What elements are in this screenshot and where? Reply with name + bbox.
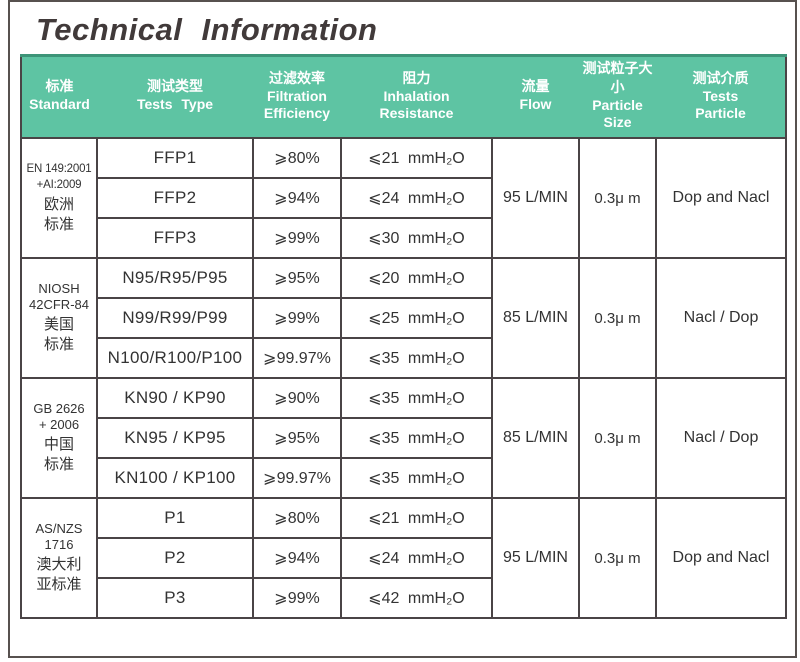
table-row: N100/R100/P100 ⩾99.97% ⩽35 mmH₂O (21, 337, 786, 379)
standard-name-cn: 澳大利 亚标准 (36, 556, 82, 593)
header-standard: 标准 Standard (21, 54, 97, 138)
table-row: GB 2626 + 2006 中国 标准 KN90 / KP90 ⩾90% ⩽3… (20, 377, 787, 499)
resistance-cell: ⩽21 mmH₂O (340, 497, 493, 539)
resistance-cell: ⩽20 mmH₂O (340, 257, 493, 299)
standard-name-cn: 美国 标准 (43, 316, 74, 353)
standard-cell: AS/NZS 1716 澳大利 亚标准 (20, 497, 98, 619)
efficiency-cell: ⩾99.97% (252, 337, 342, 379)
efficiency-cell: ⩾99.97% (252, 457, 342, 499)
header-tests-particle-en: Tests Particle (695, 87, 746, 121)
resistance-cell: ⩽30 mmH₂O (340, 217, 493, 259)
test-type-cell: P1 (96, 497, 254, 539)
efficiency-cell: ⩾95% (252, 417, 342, 459)
particle-size-cell: 0.3μ m (578, 377, 657, 499)
efficiency-cell: ⩾99% (252, 217, 342, 259)
header-tests-particle: 测试介质 Tests Particle (656, 54, 786, 138)
table-header-row: 标准 Standard 测试类型 Tests Type 过滤效率 Filtrat… (21, 54, 786, 138)
resistance-cell: ⩽35 mmH₂O (340, 417, 493, 459)
test-type-cell: FFP2 (96, 177, 254, 219)
flow-cell: 85 L/MIN (491, 257, 580, 379)
table-row: FFP2 ⩾94% ⩽24 mmH₂O (21, 177, 786, 219)
header-standard-en: Standard (29, 96, 90, 112)
flow-cell: 95 L/MIN (491, 497, 580, 619)
header-inhalation-resistance-cn: 阻力 (402, 69, 431, 86)
table-row: KN95 / KP95 ⩾95% ⩽35 mmH₂O (21, 417, 786, 459)
table-row: P2 ⩾94% ⩽24 mmH₂O (21, 537, 786, 579)
table-row: NIOSH 42CFR-84 美国 标准 N95/R95/P95 ⩾95% ⩽2… (20, 257, 787, 379)
resistance-cell: ⩽24 mmH₂O (340, 177, 493, 219)
test-type-cell: N100/R100/P100 (96, 337, 254, 379)
resistance-cell: ⩽21 mmH₂O (340, 137, 493, 179)
header-flow-en: Flow (519, 96, 552, 112)
page-border-frame: Technical Information 标准 Standard 测试类型 T… (8, 0, 797, 658)
standard-cell: EN 149:2001 +AI:2009 欧洲 标准 (20, 137, 98, 259)
header-inhalation-resistance-en: Inhalation Resistance (379, 87, 454, 121)
particle-size-cell: 0.3μ m (578, 497, 657, 619)
page-title: Technical Information (36, 12, 378, 47)
table-row: P3 ⩾99% ⩽42 mmH₂O (21, 577, 786, 619)
standard-name-cn: 欧洲 标准 (43, 196, 74, 233)
header-particle-size: 测试粒子大小 Particle Size (579, 54, 656, 138)
standard-cell: GB 2626 + 2006 中国 标准 (20, 377, 98, 499)
test-type-cell: KN100 / KP100 (96, 457, 254, 499)
efficiency-cell: ⩾99% (252, 297, 342, 339)
tests-particle-cell: Dop and Nacl (655, 497, 787, 619)
test-type-cell: P3 (96, 577, 254, 619)
header-flow: 流量 Flow (492, 54, 579, 138)
table-row: KN100 / KP100 ⩾99.97% ⩽35 mmH₂O (21, 457, 786, 499)
table-row: AS/NZS 1716 澳大利 亚标准 P1 ⩾80% ⩽21 mmH₂O 95… (20, 497, 787, 619)
header-particle-size-cn: 测试粒子大小 (582, 60, 653, 95)
efficiency-cell: ⩾80% (252, 137, 342, 179)
efficiency-cell: ⩾94% (252, 537, 342, 579)
test-type-cell: N95/R95/P95 (96, 257, 254, 299)
flow-cell: 85 L/MIN (491, 377, 580, 499)
resistance-cell: ⩽42 mmH₂O (340, 577, 493, 619)
particle-size-cell: 0.3μ m (578, 137, 657, 259)
tests-particle-cell: Dop and Nacl (655, 137, 787, 259)
header-tests-particle-cn: 测试介质 (692, 69, 749, 86)
header-filtration-efficiency-cn: 过滤效率 (269, 69, 325, 86)
test-type-cell: KN95 / KP95 (96, 417, 254, 459)
table-row: EN 149:2001 +AI:2009 欧洲 标准 FFP1 ⩾80% ⩽21… (20, 137, 787, 259)
flow-cell: 95 L/MIN (491, 137, 580, 259)
standard-code: AS/NZS 1716 (35, 521, 83, 552)
header-inhalation-resistance: 阻力 Inhalation Resistance (341, 54, 492, 138)
standard-cell: NIOSH 42CFR-84 美国 标准 (20, 257, 98, 379)
header-particle-size-en: Particle Size (592, 97, 643, 130)
tests-particle-cell: Nacl / Dop (655, 257, 787, 379)
resistance-cell: ⩽35 mmH₂O (340, 457, 493, 499)
resistance-cell: ⩽35 mmH₂O (340, 377, 493, 419)
resistance-cell: ⩽35 mmH₂O (340, 337, 493, 379)
test-type-cell: FFP1 (96, 137, 254, 179)
tests-particle-cell: Nacl / Dop (655, 377, 787, 499)
efficiency-cell: ⩾80% (252, 497, 342, 539)
header-tests-type: 测试类型 Tests Type (97, 54, 253, 138)
standard-code: NIOSH 42CFR-84 (29, 281, 89, 312)
header-tests-type-cn: 测试类型 (147, 78, 203, 94)
test-type-cell: FFP3 (96, 217, 254, 259)
header-flow-cn: 流量 (521, 78, 550, 94)
efficiency-cell: ⩾99% (252, 577, 342, 619)
standard-code: GB 2626 + 2006 (33, 401, 85, 432)
efficiency-cell: ⩾94% (252, 177, 342, 219)
table-row: N99/R99/P99 ⩾99% ⩽25 mmH₂O (21, 297, 786, 339)
header-standard-cn: 标准 (45, 78, 74, 94)
test-type-cell: N99/R99/P99 (96, 297, 254, 339)
resistance-cell: ⩽25 mmH₂O (340, 297, 493, 339)
particle-size-cell: 0.3μ m (578, 257, 657, 379)
resistance-cell: ⩽24 mmH₂O (340, 537, 493, 579)
test-type-cell: P2 (96, 537, 254, 579)
technical-info-table: 标准 Standard 测试类型 Tests Type 过滤效率 Filtrat… (20, 54, 787, 619)
standard-name-cn: 中国 标准 (43, 436, 74, 473)
efficiency-cell: ⩾95% (252, 257, 342, 299)
header-tests-type-en: Tests Type (136, 96, 214, 112)
standard-code: EN 149:2001 +AI:2009 (26, 163, 92, 191)
header-filtration-efficiency-en: Filtration Efficiency (263, 87, 331, 121)
test-type-cell: KN90 / KP90 (96, 377, 254, 419)
header-filtration-efficiency: 过滤效率 Filtration Efficiency (253, 54, 341, 138)
efficiency-cell: ⩾90% (252, 377, 342, 419)
table-row: FFP3 ⩾99% ⩽30 mmH₂O (21, 217, 786, 259)
